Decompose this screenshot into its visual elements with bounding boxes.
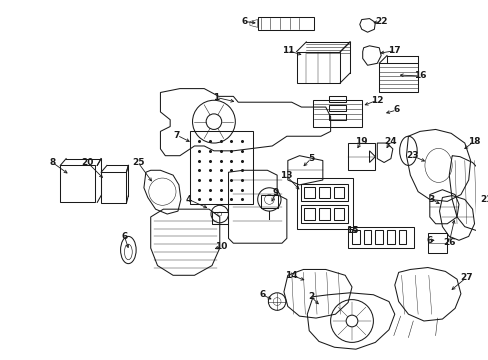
Text: 4: 4	[185, 195, 191, 204]
Bar	[427, 234, 447, 253]
Bar	[318, 208, 329, 220]
Text: 20: 20	[81, 158, 94, 167]
Text: 6: 6	[393, 105, 399, 114]
Text: 19: 19	[355, 136, 367, 145]
Bar	[333, 208, 344, 220]
Text: 12: 12	[370, 96, 383, 105]
Bar	[257, 17, 313, 30]
Text: 11: 11	[281, 46, 293, 55]
Bar	[101, 172, 126, 203]
Bar	[318, 187, 329, 198]
Bar	[363, 230, 371, 244]
Text: 7: 7	[173, 131, 180, 140]
Bar	[304, 208, 314, 220]
Text: 9: 9	[272, 188, 279, 197]
Bar	[351, 230, 359, 244]
Bar	[328, 96, 346, 102]
Bar	[60, 165, 95, 202]
Text: 6: 6	[259, 290, 265, 299]
Text: 26: 26	[442, 238, 454, 247]
Text: 25: 25	[132, 158, 144, 167]
Bar	[333, 187, 344, 198]
Text: 22: 22	[374, 17, 386, 26]
Bar	[296, 51, 340, 83]
Text: 16: 16	[413, 71, 426, 80]
Text: 1: 1	[212, 93, 219, 102]
Text: 23: 23	[405, 151, 418, 160]
Bar	[328, 114, 346, 120]
Text: 6: 6	[426, 236, 432, 245]
Bar	[347, 227, 413, 248]
Bar	[328, 105, 346, 111]
Text: 14: 14	[285, 271, 297, 280]
Text: 27: 27	[460, 273, 472, 282]
Bar	[189, 131, 252, 204]
Text: 21: 21	[479, 195, 488, 204]
Text: 24: 24	[384, 136, 396, 145]
Text: 18: 18	[468, 136, 480, 145]
Bar	[260, 195, 278, 208]
Text: 2: 2	[307, 292, 314, 301]
Bar	[398, 230, 406, 244]
Bar	[301, 205, 347, 223]
Bar	[296, 178, 352, 229]
Text: 15: 15	[345, 226, 358, 235]
Text: 6: 6	[242, 17, 248, 26]
Text: 5: 5	[307, 154, 314, 163]
Bar	[379, 63, 417, 93]
Text: 10: 10	[215, 242, 227, 251]
Bar	[301, 184, 347, 201]
Bar	[212, 212, 227, 224]
Text: 6: 6	[121, 232, 127, 241]
Bar	[312, 100, 361, 127]
Text: 17: 17	[387, 46, 400, 55]
Text: 13: 13	[279, 171, 291, 180]
Text: 3: 3	[428, 195, 434, 204]
Bar	[386, 230, 394, 244]
Bar	[347, 143, 375, 170]
Bar	[375, 230, 382, 244]
Text: 8: 8	[49, 158, 56, 167]
Bar	[304, 187, 314, 198]
